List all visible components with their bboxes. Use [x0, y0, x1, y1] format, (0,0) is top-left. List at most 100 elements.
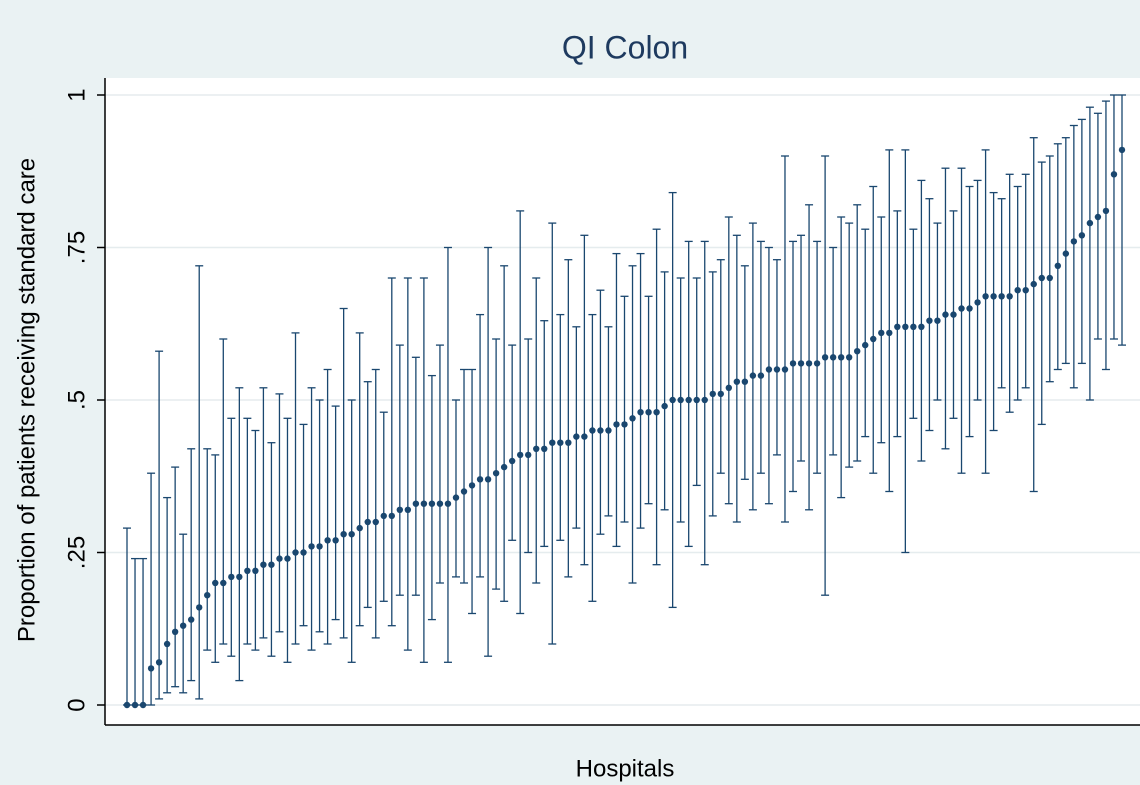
point	[805, 360, 813, 367]
point	[894, 323, 901, 330]
point	[613, 421, 620, 428]
point	[348, 531, 355, 538]
point	[886, 329, 893, 337]
point	[541, 445, 548, 452]
point	[709, 390, 716, 398]
point	[260, 561, 267, 568]
point	[621, 421, 628, 428]
point	[508, 457, 516, 465]
point	[212, 579, 219, 587]
point	[573, 433, 580, 440]
point	[1118, 146, 1126, 154]
point	[685, 396, 692, 404]
point	[428, 500, 436, 507]
grid: 0 .25 .5 .75 1	[63, 88, 1140, 712]
point	[155, 659, 163, 666]
point	[829, 354, 837, 361]
point	[589, 427, 596, 434]
point	[1086, 219, 1094, 227]
point	[661, 402, 668, 410]
point	[404, 506, 412, 513]
y-axis-label: Proportion of patients receiving standar…	[13, 158, 40, 642]
point	[605, 427, 612, 434]
point	[693, 396, 700, 404]
point	[1030, 280, 1037, 288]
point	[420, 500, 428, 507]
point	[452, 494, 460, 501]
y-tick-label: 0	[63, 698, 90, 711]
point	[228, 573, 235, 581]
point	[733, 378, 741, 385]
point	[878, 329, 885, 337]
point	[179, 622, 187, 629]
point	[942, 311, 949, 318]
point	[934, 317, 941, 324]
point	[637, 409, 644, 416]
point	[1038, 274, 1045, 282]
point	[717, 390, 724, 398]
point	[533, 445, 540, 452]
point	[966, 305, 973, 312]
point	[147, 665, 155, 672]
point	[500, 463, 508, 471]
point	[677, 396, 684, 404]
point	[412, 500, 420, 507]
point	[1078, 232, 1086, 239]
point	[749, 372, 757, 379]
point	[131, 701, 139, 709]
point	[741, 378, 749, 385]
point	[300, 549, 307, 556]
point	[220, 579, 227, 587]
point	[252, 567, 259, 574]
point	[292, 549, 299, 556]
point	[862, 341, 869, 349]
point	[436, 500, 444, 507]
point	[653, 409, 660, 416]
point	[910, 323, 917, 330]
point	[460, 488, 468, 495]
point	[549, 439, 556, 446]
point	[484, 476, 492, 483]
point	[958, 305, 965, 312]
point	[797, 360, 805, 367]
point	[316, 543, 323, 550]
point	[1110, 171, 1118, 178]
point	[308, 543, 315, 550]
point	[1022, 287, 1029, 294]
point	[1014, 287, 1021, 294]
point	[396, 506, 404, 513]
chart-title: QI Colon	[562, 29, 688, 65]
point	[204, 592, 211, 599]
point	[950, 311, 957, 318]
point	[854, 348, 861, 355]
point	[669, 396, 676, 404]
point	[340, 531, 347, 538]
point	[332, 537, 339, 544]
point	[1094, 213, 1102, 221]
point	[781, 366, 789, 373]
point	[565, 439, 572, 446]
point	[476, 476, 484, 483]
point	[244, 567, 251, 574]
point	[380, 512, 387, 520]
x-axis-label: Hospitals	[576, 755, 675, 782]
point	[629, 415, 636, 422]
point	[1102, 207, 1110, 215]
point	[918, 323, 925, 330]
point	[1070, 238, 1078, 245]
y-tick-label: .5	[63, 390, 90, 410]
point	[492, 470, 500, 477]
point	[557, 439, 564, 446]
point	[597, 427, 604, 434]
point	[990, 293, 997, 300]
point	[757, 372, 765, 379]
point	[525, 451, 532, 459]
point	[356, 524, 363, 532]
point	[974, 299, 981, 306]
point	[163, 640, 171, 648]
marks	[123, 94, 1126, 709]
point	[364, 518, 371, 526]
point	[139, 701, 147, 709]
point	[701, 396, 708, 404]
